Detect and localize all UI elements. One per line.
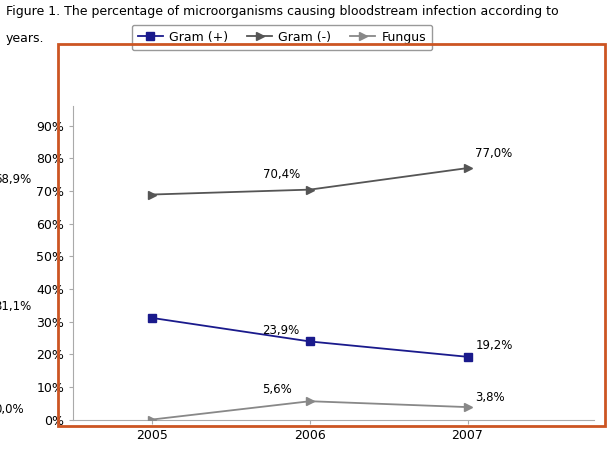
Fungus: [149, 417, 156, 422]
Gram (+): [464, 354, 471, 360]
Gram (-): [149, 192, 156, 197]
Text: 31,1%: 31,1%: [0, 300, 32, 313]
Text: 3,8%: 3,8%: [476, 391, 505, 404]
Gram (-): [464, 165, 471, 171]
Text: 5,6%: 5,6%: [263, 384, 293, 396]
Legend: Gram (+), Gram (-), Fungus: Gram (+), Gram (-), Fungus: [132, 24, 432, 50]
Text: 70,4%: 70,4%: [263, 168, 300, 182]
Line: Fungus: Fungus: [148, 397, 472, 424]
Gram (+): [306, 339, 313, 344]
Text: 77,0%: 77,0%: [476, 147, 513, 160]
Text: 68,9%: 68,9%: [0, 173, 32, 186]
Text: Figure 1. The percentage of microorganisms causing bloodstream infection accordi: Figure 1. The percentage of microorganis…: [6, 5, 559, 18]
Line: Gram (-): Gram (-): [148, 164, 472, 199]
Gram (-): [306, 187, 313, 192]
Line: Gram (+): Gram (+): [148, 314, 472, 361]
Text: years.: years.: [6, 32, 45, 45]
Text: 19,2%: 19,2%: [476, 339, 513, 352]
Text: 23,9%: 23,9%: [263, 324, 300, 337]
Fungus: [306, 398, 313, 404]
Gram (+): [149, 315, 156, 321]
Fungus: [464, 404, 471, 410]
Text: 0,0%: 0,0%: [0, 403, 24, 416]
